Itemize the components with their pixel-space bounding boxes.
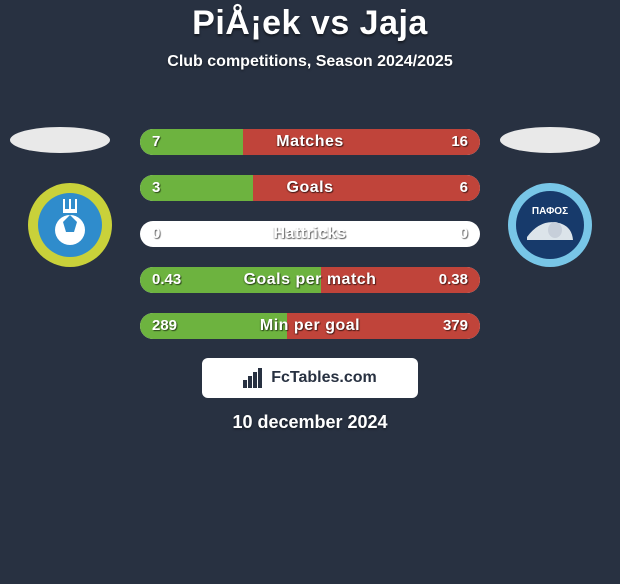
brand-chip[interactable]: FcTables.com — [202, 358, 418, 398]
club-badge-left — [27, 182, 113, 268]
stat-row: 289379Min per goal — [140, 313, 480, 339]
club-crest-left-icon — [27, 182, 113, 268]
stat-row: 00Hattricks — [140, 221, 480, 247]
player-badge-left — [10, 127, 110, 153]
player-badge-right — [500, 127, 600, 153]
comparison-chart: 716Matches 36Goals 00Hattricks 0.430.38Goal… — [140, 129, 480, 359]
stat-label: Matches — [140, 129, 480, 155]
stat-label: Goals per match — [140, 267, 480, 293]
club-badge-right: ΠΑΦΟΣ — [507, 182, 593, 268]
stat-label: Goals — [140, 175, 480, 201]
brand-text: FcTables.com — [271, 369, 377, 387]
bar-chart-icon — [243, 368, 265, 388]
page-title: PiÅ¡ek vs Jaja — [0, 4, 620, 43]
stat-label: Hattricks — [140, 221, 480, 247]
stat-row: 36Goals — [140, 175, 480, 201]
stat-row: 0.430.38Goals per match — [140, 267, 480, 293]
subtitle: Club competitions, Season 2024/2025 — [0, 53, 620, 71]
stat-label: Min per goal — [140, 313, 480, 339]
date-line: 10 december 2024 — [0, 412, 620, 433]
svg-text:ΠΑΦΟΣ: ΠΑΦΟΣ — [532, 206, 568, 217]
stat-row: 716Matches — [140, 129, 480, 155]
club-crest-right-icon: ΠΑΦΟΣ — [507, 182, 593, 268]
